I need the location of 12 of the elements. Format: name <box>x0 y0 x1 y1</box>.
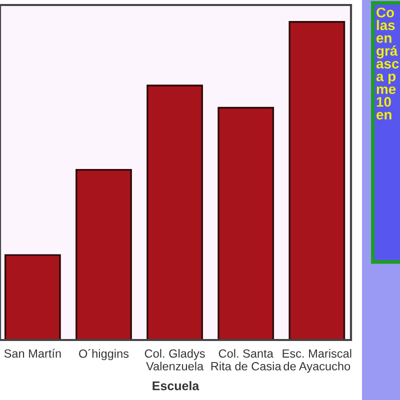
x-tick-label: Col. Gladys Valenzuela <box>144 349 205 370</box>
x-tick-label: O´higgins <box>79 349 129 360</box>
bar <box>76 168 132 340</box>
x-tick-label: Esc. Mariscal de Ayacucho <box>282 349 352 373</box>
bar <box>4 254 61 340</box>
bar <box>218 106 274 340</box>
x-tick-label: San Martín <box>4 348 61 358</box>
x-tick-label: Col. Santa Rita de Casia <box>211 349 282 370</box>
bar <box>288 21 346 340</box>
bar <box>146 84 203 340</box>
text: Co las en grá asc a p me 10 en <box>376 8 399 120</box>
x-axis-title: Escuela <box>152 381 200 390</box>
